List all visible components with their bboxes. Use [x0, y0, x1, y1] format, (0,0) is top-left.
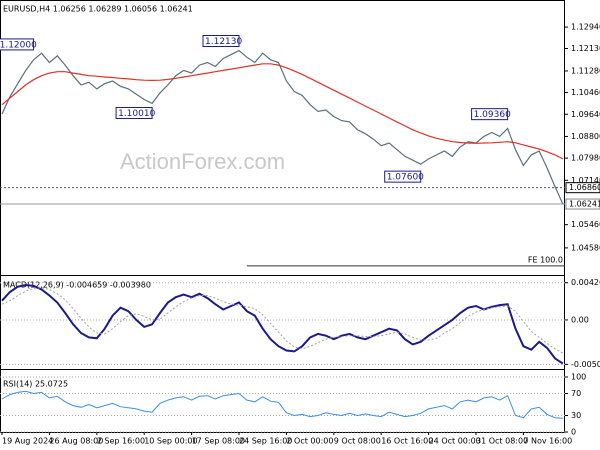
x-tick-label: 26 Aug 08:00	[49, 437, 103, 446]
y-tick-label: 0.00	[571, 315, 589, 324]
annotation-box	[384, 170, 422, 183]
price-label-box	[565, 198, 600, 210]
price-label: 1.06241	[569, 200, 600, 209]
panel-title: RSI(14) 25.0725	[3, 380, 68, 389]
y-tick-label: 70	[571, 389, 581, 398]
annotation-label: 1.12130	[205, 37, 242, 47]
x-tick-label: 31 Oct 08:00	[476, 437, 528, 446]
y-tick-label: 1.09640	[571, 110, 600, 119]
x-tick-label: 2 Oct 00:00	[286, 437, 333, 446]
price-label-box	[565, 182, 600, 194]
annotation-label: 1.10010	[118, 109, 155, 119]
x-tick-label: 7 Nov 16:00	[523, 437, 572, 446]
annotation-box	[115, 106, 153, 119]
series-line	[1, 49, 564, 205]
series-line	[1, 63, 564, 160]
annotation-label: 1.12000	[0, 40, 37, 50]
y-tick-label: 1.10460	[571, 88, 600, 97]
x-tick-label: 16 Oct 16:00	[381, 437, 433, 446]
y-tick-label: 0	[571, 428, 576, 437]
y-tick-label: 30	[571, 411, 581, 420]
plot-frame	[0, 0, 565, 433]
y-tick-label: 100	[571, 373, 586, 382]
annotation-box	[471, 108, 509, 121]
annotation-label: 1.07600	[387, 173, 424, 183]
x-tick-label: 24 Sep 16:00	[239, 437, 292, 446]
watermark: ActionForex.com	[120, 149, 285, 174]
series-line	[1, 390, 563, 419]
x-tick-label: 24 Oct 00:00	[429, 437, 481, 446]
series-line	[1, 283, 564, 365]
panel-title: EURUSD,H4 1.06256 1.06289 1.06056 1.0624…	[3, 5, 193, 14]
y-tick-label: 1.11280	[571, 66, 600, 75]
annotation-label: 1.09360	[474, 110, 511, 120]
panel-title: MACD(12,26,9) -0.004659 -0.003980	[3, 281, 151, 290]
x-tick-label: 19 Aug 2024	[2, 437, 53, 446]
annotation-box	[202, 34, 240, 47]
x-tick-label: 10 Sep 00:00	[144, 437, 197, 446]
y-tick-label: 1.12130	[571, 44, 600, 53]
y-tick-label: 1.04580	[571, 243, 600, 252]
y-tick-label: 1.07140	[571, 176, 600, 185]
x-tick-label: 2 Sep 16:00	[97, 437, 145, 446]
annotation-box	[0, 38, 35, 51]
y-tick-label: 1.05460	[571, 220, 600, 229]
x-tick-label: 17 Sep 08:00	[192, 437, 245, 446]
x-tick-label: 9 Oct 08:00	[334, 437, 381, 446]
fe-label: FE 100.0	[528, 255, 563, 264]
y-tick-label: 1.12940	[571, 23, 600, 32]
y-tick-label: 0.004263	[571, 278, 600, 287]
y-tick-label: 1.07980	[571, 154, 600, 163]
price-label: 1.06860	[569, 183, 600, 192]
y-tick-label: 1.08800	[571, 132, 600, 141]
series-line	[1, 287, 564, 354]
y-tick-label: -0.005084	[571, 360, 600, 369]
